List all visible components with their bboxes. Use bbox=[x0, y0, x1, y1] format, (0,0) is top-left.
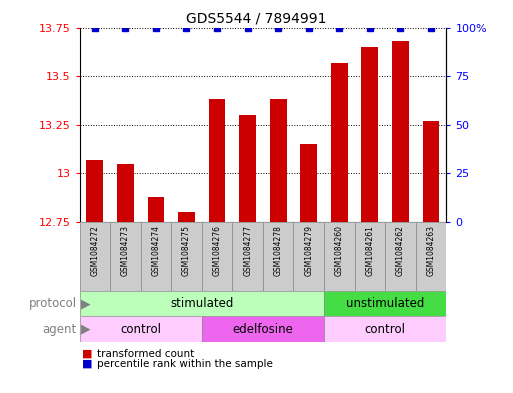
Text: GSM1084263: GSM1084263 bbox=[426, 226, 436, 277]
Bar bbox=[270, 99, 287, 222]
Bar bbox=[202, 316, 324, 342]
Bar bbox=[324, 316, 446, 342]
Bar bbox=[293, 222, 324, 291]
Bar bbox=[392, 41, 409, 222]
Text: ■: ■ bbox=[82, 349, 92, 359]
Text: edelfosine: edelfosine bbox=[232, 323, 293, 336]
Bar bbox=[117, 163, 134, 222]
Text: GSM1084272: GSM1084272 bbox=[90, 226, 100, 276]
Text: GSM1084279: GSM1084279 bbox=[304, 226, 313, 277]
Text: stimulated: stimulated bbox=[170, 297, 233, 310]
Text: transformed count: transformed count bbox=[97, 349, 195, 359]
Bar bbox=[324, 222, 354, 291]
Text: percentile rank within the sample: percentile rank within the sample bbox=[97, 358, 273, 369]
Text: GSM1084273: GSM1084273 bbox=[121, 226, 130, 277]
Text: ■: ■ bbox=[82, 358, 92, 369]
Text: GSM1084261: GSM1084261 bbox=[365, 226, 374, 276]
Bar bbox=[423, 121, 440, 222]
Text: GSM1084275: GSM1084275 bbox=[182, 226, 191, 277]
Text: control: control bbox=[365, 323, 406, 336]
Text: ▶: ▶ bbox=[81, 297, 90, 310]
Bar bbox=[354, 222, 385, 291]
Text: GSM1084274: GSM1084274 bbox=[151, 226, 161, 277]
Text: GSM1084278: GSM1084278 bbox=[274, 226, 283, 276]
Bar bbox=[239, 115, 256, 222]
Text: ▶: ▶ bbox=[81, 323, 90, 336]
Bar bbox=[141, 222, 171, 291]
Bar bbox=[80, 316, 202, 342]
Bar bbox=[416, 222, 446, 291]
Bar bbox=[178, 212, 195, 222]
Bar bbox=[148, 197, 164, 222]
Bar bbox=[324, 291, 446, 316]
Text: unstimulated: unstimulated bbox=[346, 297, 424, 310]
Bar bbox=[86, 160, 103, 222]
Bar bbox=[80, 222, 110, 291]
Bar bbox=[232, 222, 263, 291]
Bar bbox=[202, 222, 232, 291]
Text: agent: agent bbox=[43, 323, 77, 336]
Bar bbox=[110, 222, 141, 291]
Text: GSM1084260: GSM1084260 bbox=[335, 226, 344, 277]
Bar bbox=[385, 222, 416, 291]
Text: GSM1084276: GSM1084276 bbox=[212, 226, 222, 277]
Bar bbox=[209, 99, 226, 222]
Bar bbox=[171, 222, 202, 291]
Text: control: control bbox=[120, 323, 161, 336]
Bar bbox=[362, 47, 378, 222]
Bar bbox=[331, 62, 348, 222]
Text: GSM1084262: GSM1084262 bbox=[396, 226, 405, 276]
Bar bbox=[80, 291, 324, 316]
Text: GDS5544 / 7894991: GDS5544 / 7894991 bbox=[186, 12, 327, 26]
Text: protocol: protocol bbox=[29, 297, 77, 310]
Bar bbox=[263, 222, 293, 291]
Text: GSM1084277: GSM1084277 bbox=[243, 226, 252, 277]
Bar bbox=[300, 144, 317, 222]
